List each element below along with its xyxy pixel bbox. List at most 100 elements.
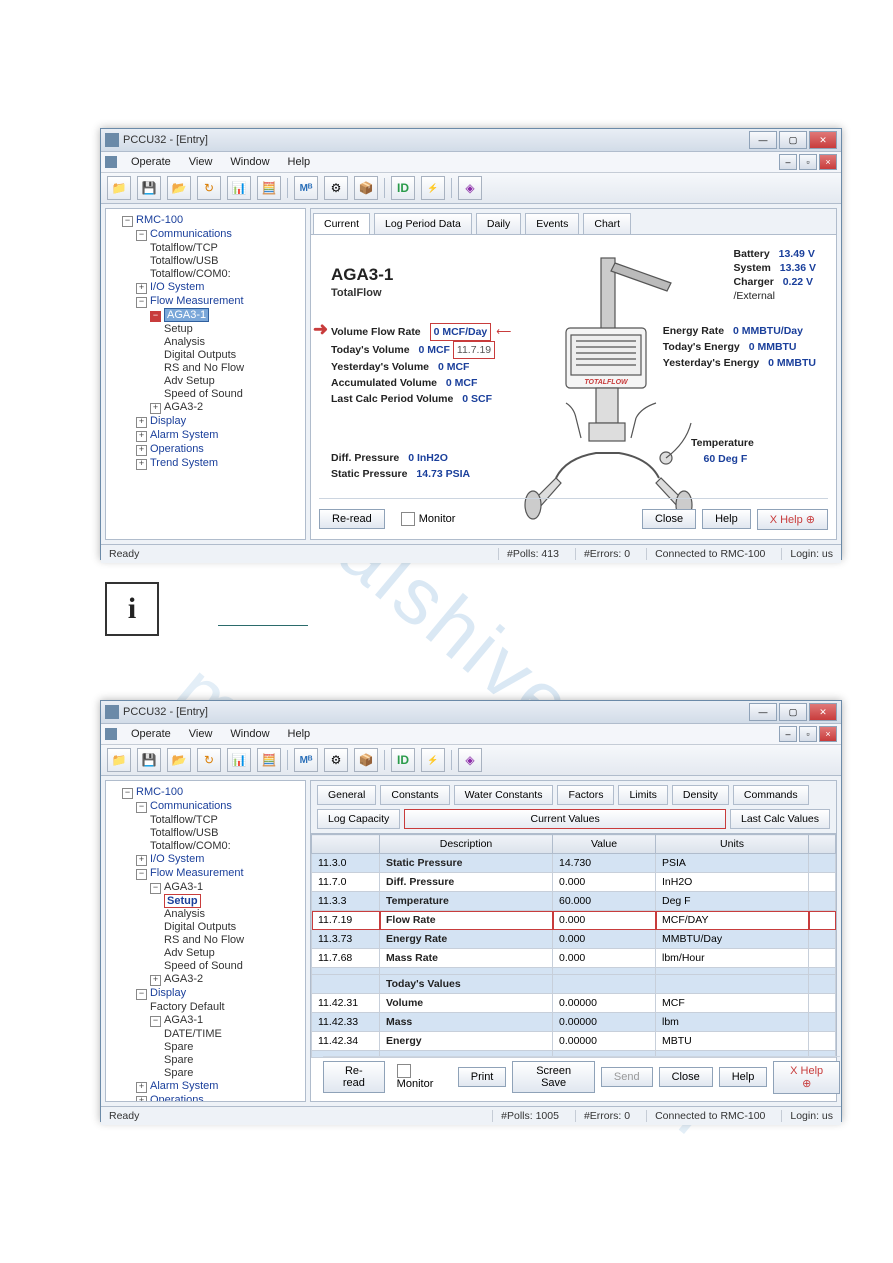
help-button[interactable]: Help xyxy=(719,1067,768,1087)
reread-button[interactable]: Re-read xyxy=(319,509,385,529)
close-button[interactable]: ✕ xyxy=(809,703,837,721)
tree-communications[interactable]: Communications xyxy=(150,800,232,812)
tab-water-constants[interactable]: Water Constants xyxy=(454,785,554,805)
menu-window[interactable]: Window xyxy=(226,154,273,170)
tree-alarm-system[interactable]: Alarm System xyxy=(150,1080,218,1092)
minimize-button[interactable]: — xyxy=(749,131,777,149)
tool-folder[interactable]: 📁 xyxy=(107,176,131,200)
collapse-icon[interactable]: − xyxy=(136,802,147,813)
menu-window[interactable]: Window xyxy=(226,726,273,742)
expand-icon[interactable]: + xyxy=(136,283,147,294)
table-row[interactable]: 11.7.0Diff. Pressure0.000InH2O xyxy=(312,873,836,892)
tree-leaf[interactable]: DATE/TIME xyxy=(164,1028,222,1040)
tree-leaf[interactable]: Speed of Sound xyxy=(164,960,243,972)
cell-value[interactable]: 0.000 xyxy=(553,930,656,949)
tool-setup[interactable]: ⚡ xyxy=(421,748,445,772)
tree-leaf[interactable]: Totalflow/USB xyxy=(150,827,218,839)
tool-id[interactable]: ID xyxy=(391,176,415,200)
tool-open[interactable]: 📂 xyxy=(167,748,191,772)
cell-value[interactable]: 60.000 xyxy=(553,892,656,911)
tree-display[interactable]: Display xyxy=(150,415,186,427)
xhelp-button[interactable]: X Help ⊕ xyxy=(773,1061,840,1094)
collapse-icon[interactable]: − xyxy=(122,216,133,227)
tree-leaf[interactable]: Analysis xyxy=(164,336,205,348)
help-button[interactable]: Help xyxy=(702,509,751,529)
tool-wizard[interactable]: ⚙ xyxy=(324,176,348,200)
col-value[interactable]: Value xyxy=(553,835,656,854)
monitor-checkbox[interactable] xyxy=(397,1064,411,1078)
tool-calc[interactable]: 🧮 xyxy=(257,748,281,772)
screen-save-button[interactable]: Screen Save xyxy=(512,1061,595,1093)
tree-display[interactable]: Display xyxy=(150,987,186,999)
tree-leaf[interactable]: Totalflow/TCP xyxy=(150,242,218,254)
tab-density[interactable]: Density xyxy=(672,785,729,805)
close-button[interactable]: Close xyxy=(642,509,696,529)
tab-events[interactable]: Events xyxy=(525,213,579,234)
expand-icon[interactable]: + xyxy=(136,431,147,442)
collapse-icon[interactable]: − xyxy=(150,1016,161,1027)
tree-leaf[interactable]: Analysis xyxy=(164,908,205,920)
tree-disp-aga[interactable]: AGA3-1 xyxy=(164,1014,203,1026)
tree-io-system[interactable]: I/O System xyxy=(150,853,204,865)
tree-leaf[interactable]: RS and No Flow xyxy=(164,362,244,374)
maximize-button[interactable]: ▢ xyxy=(779,131,807,149)
tree-leaf[interactable]: RS and No Flow xyxy=(164,934,244,946)
tool-open[interactable]: 📂 xyxy=(167,176,191,200)
tree-leaf[interactable]: Setup xyxy=(164,323,193,335)
minimize-button[interactable]: — xyxy=(749,703,777,721)
tree-leaf[interactable]: Spare xyxy=(164,1041,193,1053)
cell-value[interactable]: 0.00000 xyxy=(553,994,656,1013)
table-row[interactable]: 11.7.68Mass Rate0.000lbm/Hour xyxy=(312,949,836,968)
menu-help[interactable]: Help xyxy=(284,154,315,170)
expand-icon[interactable]: + xyxy=(136,459,147,470)
tree-root[interactable]: RMC-100 xyxy=(136,786,183,798)
tree-leaf[interactable]: Digital Outputs xyxy=(164,921,236,933)
print-button[interactable]: Print xyxy=(458,1067,507,1087)
tab-log-capacity[interactable]: Log Capacity xyxy=(317,809,400,829)
tree-alarm-system[interactable]: Alarm System xyxy=(150,429,218,441)
tool-refresh[interactable]: ↻ xyxy=(197,176,221,200)
mdi-close[interactable]: × xyxy=(819,154,837,170)
tool-wizard[interactable]: ⚙ xyxy=(324,748,348,772)
xhelp-button[interactable]: X Help ⊕ xyxy=(757,509,828,530)
tree-leaf[interactable]: Totalflow/USB xyxy=(150,255,218,267)
tool-archive[interactable]: 📦 xyxy=(354,176,378,200)
tool-mb[interactable]: Mᴮ xyxy=(294,176,318,200)
expand-icon[interactable]: + xyxy=(150,975,161,986)
tab-commands[interactable]: Commands xyxy=(733,785,809,805)
tree-trend-system[interactable]: Trend System xyxy=(150,457,218,469)
cell-value[interactable]: 14.730 xyxy=(553,854,656,873)
cell-value[interactable]: 0.00000 xyxy=(553,1032,656,1051)
tree-root[interactable]: RMC-100 xyxy=(136,214,183,226)
cell-value[interactable]: 0.000 xyxy=(553,873,656,892)
col-desc[interactable]: Description xyxy=(380,835,553,854)
cell-value[interactable]: 0.000 xyxy=(553,911,656,930)
tree-leaf[interactable]: Speed of Sound xyxy=(164,388,243,400)
table-row[interactable]: 11.3.73Energy Rate0.000MMBTU/Day xyxy=(312,930,836,949)
tree-aga3-2[interactable]: AGA3-2 xyxy=(164,973,203,985)
tab-daily[interactable]: Daily xyxy=(476,213,521,234)
table-row[interactable]: 11.7.19Flow Rate0.000MCF/DAY xyxy=(312,911,836,930)
table-row[interactable]: 11.42.33Mass0.00000lbm xyxy=(312,1013,836,1032)
table-row[interactable]: 11.42.34Energy0.00000MBTU xyxy=(312,1032,836,1051)
grid-scroll[interactable]: Description Value Units 11.3.0Static Pre… xyxy=(311,834,836,1058)
monitor-checkbox[interactable] xyxy=(401,512,415,526)
tool-setup[interactable]: ⚡ xyxy=(421,176,445,200)
tool-folder[interactable]: 📁 xyxy=(107,748,131,772)
col-id[interactable] xyxy=(312,835,380,854)
tool-chart[interactable]: 📊 xyxy=(227,748,251,772)
tool-chart[interactable]: 📊 xyxy=(227,176,251,200)
expand-icon[interactable]: + xyxy=(150,403,161,414)
collapse-icon[interactable]: − xyxy=(122,788,133,799)
tab-current[interactable]: Current xyxy=(313,213,370,234)
collapse-icon[interactable]: − xyxy=(136,297,147,308)
tree-leaf[interactable]: Totalflow/COM0: xyxy=(150,840,231,852)
tree-leaf[interactable]: Totalflow/TCP xyxy=(150,814,218,826)
table-row[interactable]: 11.3.0Static Pressure14.730PSIA xyxy=(312,854,836,873)
tool-archive[interactable]: 📦 xyxy=(354,748,378,772)
cell-value[interactable]: 0.000 xyxy=(553,949,656,968)
mdi-minimize[interactable]: – xyxy=(779,154,797,170)
menu-operate[interactable]: Operate xyxy=(127,154,175,170)
tree-flow-measurement[interactable]: Flow Measurement xyxy=(150,295,244,307)
col-units[interactable]: Units xyxy=(656,835,809,854)
